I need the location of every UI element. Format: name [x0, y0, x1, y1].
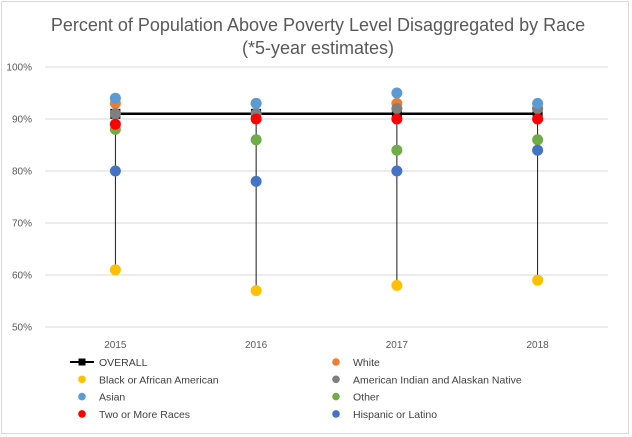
point-hispanic-or-latino: [391, 165, 403, 177]
point-hispanic-or-latino: [532, 144, 544, 156]
legend-label: American Indian and Alaskan Native: [353, 374, 522, 386]
legend-label: OVERALL: [99, 357, 148, 369]
x-tick-label: 2018: [527, 340, 550, 351]
legend: OVERALL White Black or African American Ame…: [70, 357, 522, 421]
legend-label: White: [353, 357, 380, 369]
y-tick-label: 90%: [12, 115, 32, 126]
point-other: [532, 134, 544, 146]
range-stems: [114, 93, 539, 291]
legend-swatch: [332, 375, 340, 384]
legend-label: Two or More Races: [99, 409, 190, 421]
legend-swatch: [332, 410, 340, 418]
point-two-or-more-races: [532, 113, 544, 125]
data-points: [109, 87, 544, 297]
grid-lines: [45, 66, 608, 328]
legend-swatch: [78, 375, 86, 384]
point-asian: [391, 87, 403, 99]
point-two-or-more-races: [391, 113, 403, 125]
y-tick-label: 70%: [12, 219, 32, 230]
point-two-or-more-races: [109, 118, 121, 130]
x-tick-label: 2017: [386, 340, 409, 351]
x-tick-label: 2015: [104, 340, 127, 351]
legend-swatch: [78, 410, 86, 418]
legend-swatch: [78, 392, 86, 401]
legend-label: Asian: [99, 392, 125, 404]
point-black-or-african-american: [532, 274, 544, 286]
point-asian: [109, 92, 121, 104]
point-other: [391, 144, 403, 156]
point-american-indian-and-alaskan-native: [391, 103, 403, 115]
y-tick-label: 80%: [12, 167, 32, 178]
chart-title: Percent of Population Above Poverty Leve…: [51, 15, 585, 35]
point-two-or-more-races: [250, 113, 262, 125]
point-black-or-african-american: [109, 264, 121, 276]
legend-label: Other: [353, 392, 380, 404]
point-asian: [532, 97, 544, 109]
point-asian: [250, 97, 262, 109]
x-tick-label: 2016: [245, 340, 268, 351]
legend-swatch: [78, 358, 86, 366]
y-tick-label: 60%: [12, 271, 32, 282]
legend-label: Hispanic or Latino: [353, 409, 437, 421]
point-american-indian-and-alaskan-native: [109, 108, 121, 120]
point-black-or-african-american: [250, 285, 262, 297]
overall-series: [110, 108, 543, 119]
y-tick-label: 100%: [6, 63, 32, 74]
chart-subtitle: (*5-year estimates): [242, 38, 394, 58]
y-tick-label: 50%: [12, 323, 32, 334]
point-other: [250, 134, 262, 146]
point-hispanic-or-latino: [250, 175, 262, 187]
point-black-or-african-american: [391, 279, 403, 291]
x-axis-labels: 2015 2016 2017 2018: [104, 340, 549, 351]
point-hispanic-or-latino: [109, 165, 121, 177]
y-axis-labels: 50% 60% 70% 80% 90% 100%: [6, 63, 32, 334]
legend-swatch: [332, 358, 340, 366]
legend-swatch: [332, 392, 340, 401]
legend-label: Black or African American: [99, 374, 219, 386]
